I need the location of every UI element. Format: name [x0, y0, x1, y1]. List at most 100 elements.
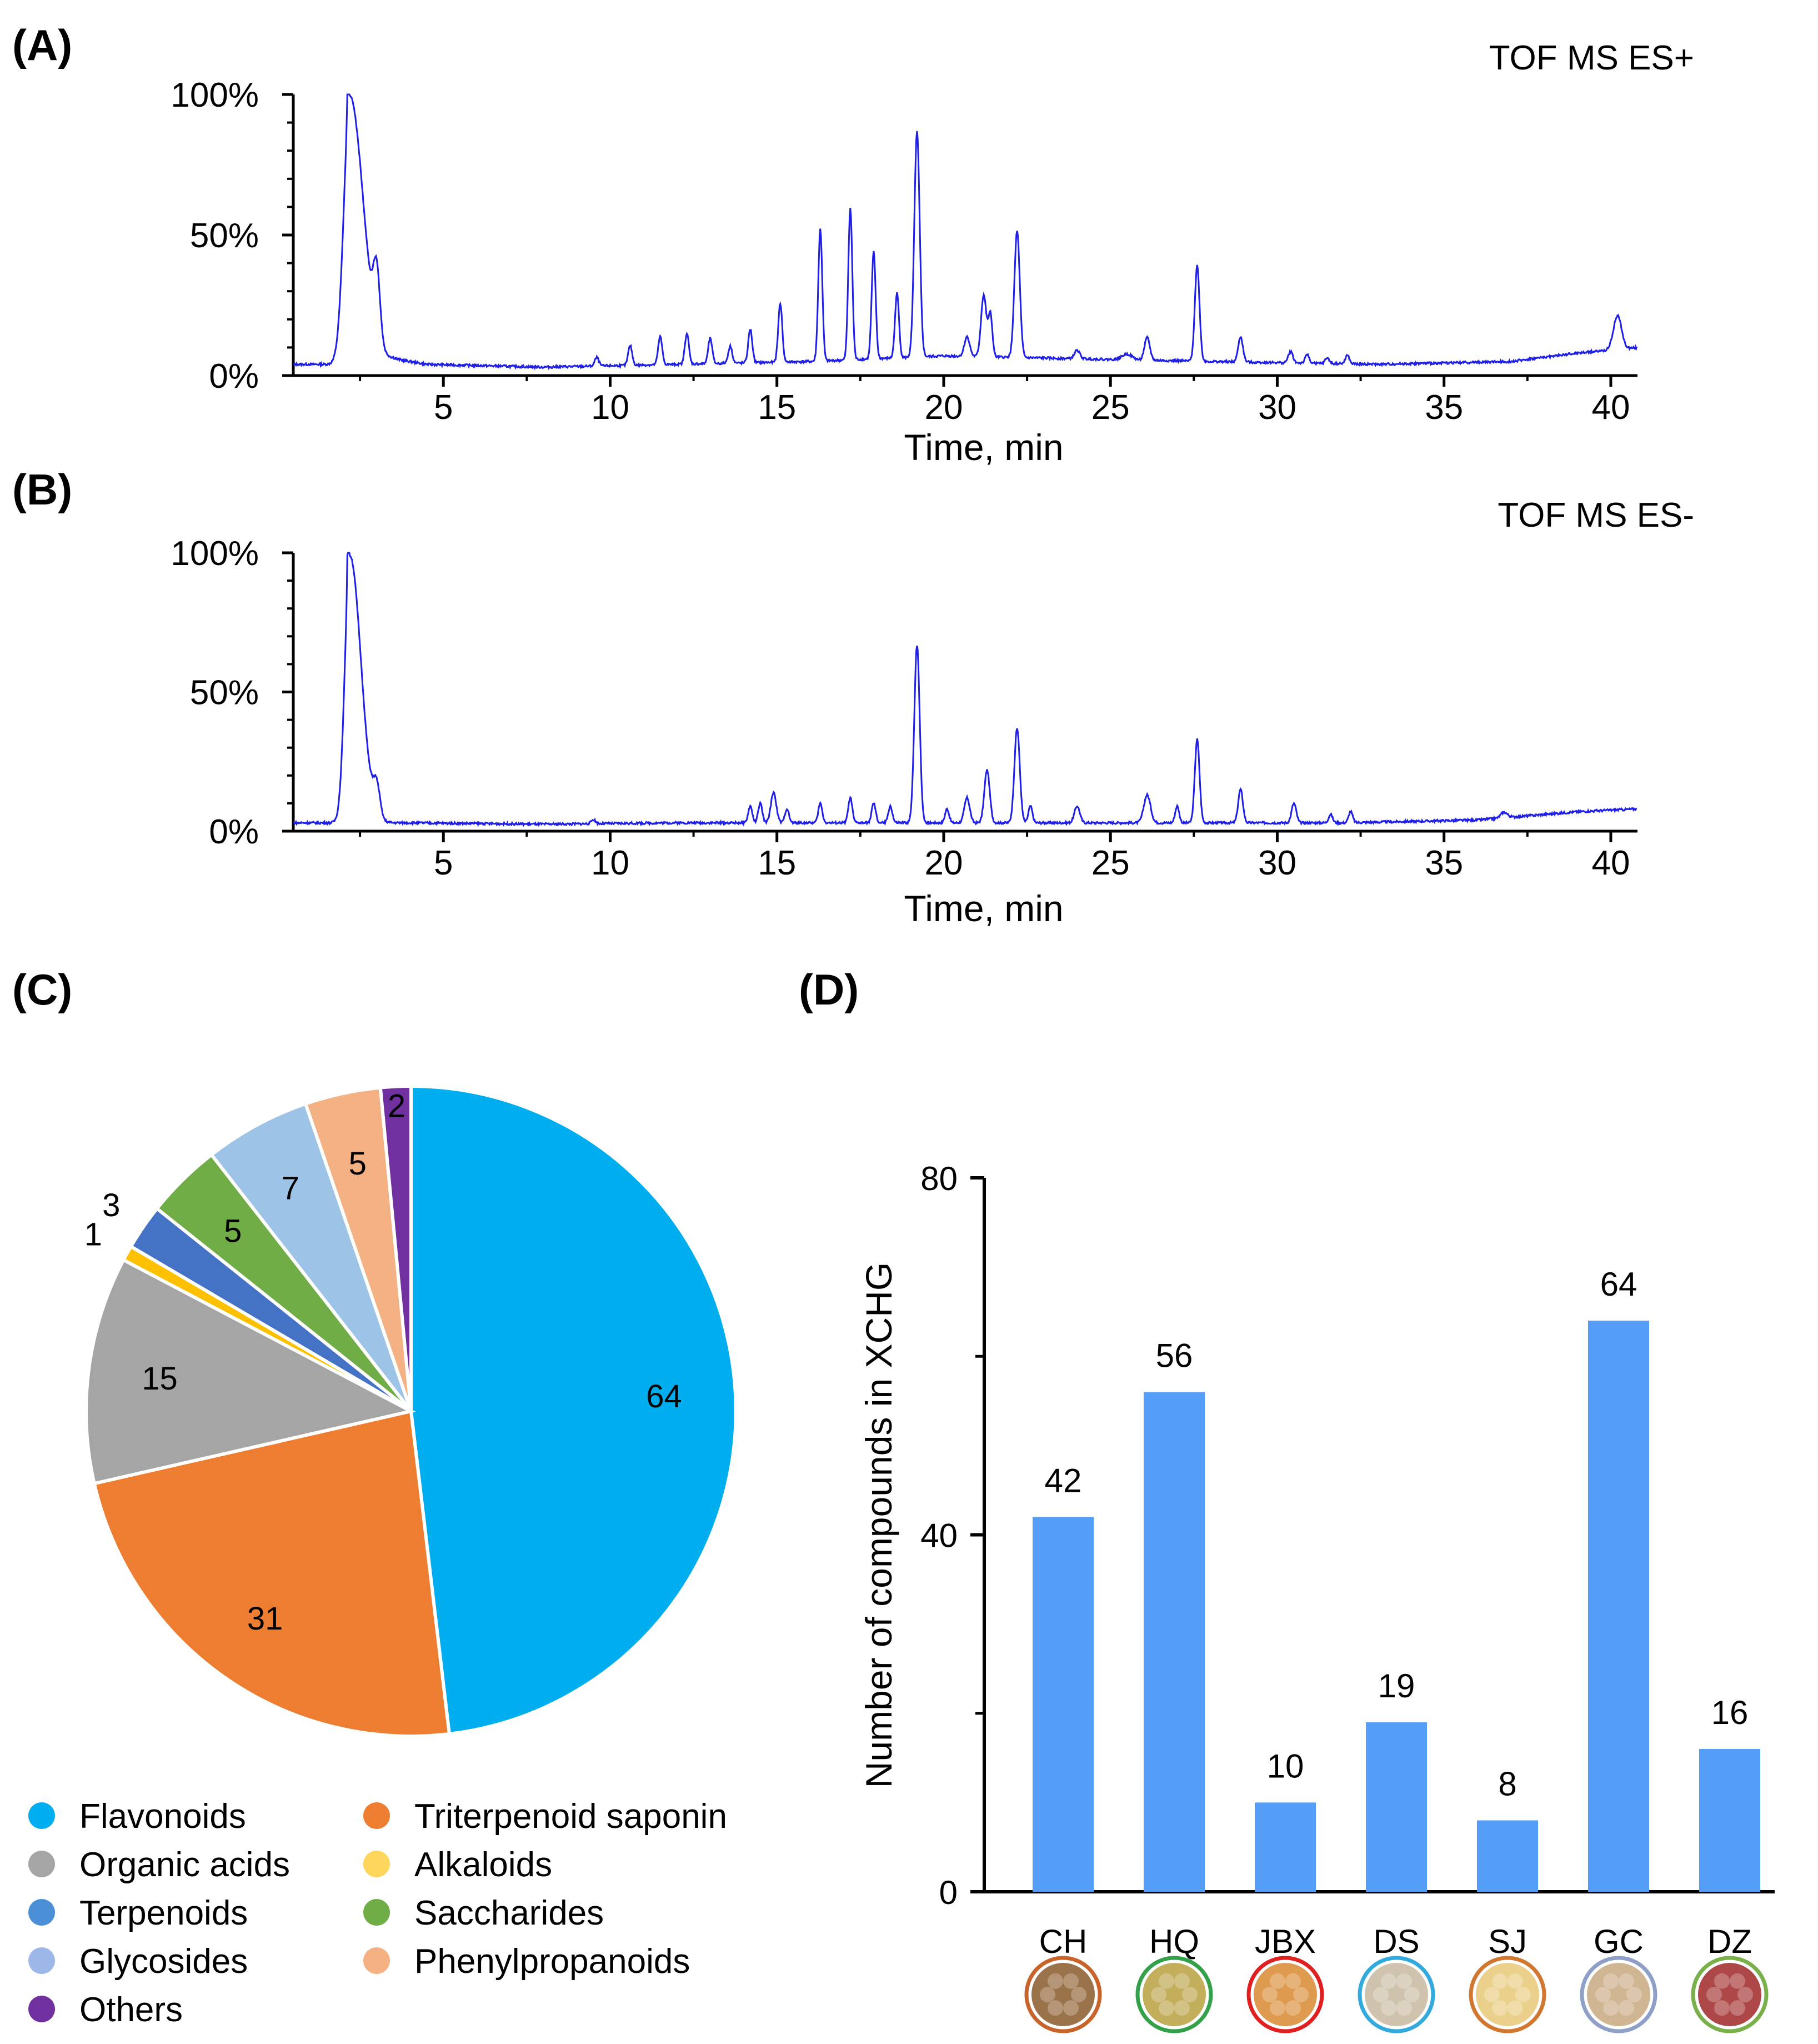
- legend-label: Triterpenoid saponin: [414, 1797, 727, 1836]
- herb-icon-texture: [1381, 1973, 1396, 1989]
- SJ-herb-icon: [1469, 1956, 1546, 2033]
- pie-slice: [84, 1257, 416, 1486]
- herb-icon-texture: [1404, 1987, 1420, 2002]
- x-tick-label: 20: [924, 388, 963, 427]
- herb-icon-texture: [1396, 1973, 1412, 1989]
- bar-category-label: HQ: [1149, 1923, 1199, 1960]
- panel-label-d: (D): [799, 965, 859, 1014]
- herb-icon-texture: [1159, 1973, 1174, 1989]
- legend-label: Terpenoids: [79, 1894, 248, 1932]
- legend-swatch: [28, 1802, 55, 1829]
- x-tick-label: 15: [758, 844, 796, 882]
- y-tick-label: 50%: [190, 674, 259, 712]
- bar: [1144, 1392, 1205, 1892]
- GC-herb-icon: [1580, 1956, 1657, 2033]
- herb-icon-texture: [1048, 2000, 1063, 2016]
- bar-value-label: 19: [1378, 1667, 1415, 1705]
- herb-icon-photo: [1254, 1963, 1317, 2026]
- y-tick-label: 100%: [171, 76, 259, 114]
- bar-chart-bars: 42 CH 56 HQ 10 JBX 19 DS 8 SJ 64 GC 16 DZ: [1024, 1266, 1769, 2033]
- y-tick-label: 40: [920, 1517, 958, 1555]
- chromatogram-b-x-label: Time, min: [904, 888, 1063, 929]
- y-tick-label: 50%: [190, 217, 259, 255]
- bar-value-label: 16: [1711, 1694, 1749, 1731]
- pie-slice: [378, 1084, 413, 1412]
- DS-herb-icon: [1358, 1956, 1435, 2033]
- legend-label: Alkaloids: [414, 1846, 552, 1884]
- herb-icon-texture: [1492, 1973, 1508, 1989]
- chromatogram-a-x-label: Time, min: [904, 427, 1063, 468]
- legend-label: Saccharides: [414, 1894, 604, 1932]
- chromatogram-a: 5 10 15 20 25 30 35 40 0% 50% 100% Time, min: [171, 76, 1638, 468]
- herb-icon-texture: [1174, 2000, 1190, 2016]
- x-tick-label: 5: [434, 844, 453, 882]
- herb-icon-texture: [1262, 1987, 1278, 2002]
- bar-category-label: CH: [1039, 1923, 1088, 1960]
- bar-category-label: JBX: [1255, 1923, 1316, 1960]
- x-tick-label: 30: [1258, 844, 1296, 882]
- JBX-herb-icon: [1246, 1956, 1324, 2033]
- legend-label: Glycosides: [79, 1942, 248, 1981]
- pie-value-label: 1: [84, 1217, 102, 1253]
- herb-icon-photo: [1143, 1963, 1206, 2026]
- x-tick-label: 20: [924, 844, 963, 882]
- x-tick-label: 30: [1258, 388, 1296, 427]
- pie-value-label: 15: [142, 1361, 178, 1397]
- chromatogram-a-y-ticks: 0% 50% 100%: [171, 76, 293, 396]
- herb-icon-texture: [1737, 1987, 1753, 2002]
- DZ-herb-icon: [1691, 1956, 1769, 2033]
- herb-icon-texture: [1151, 1987, 1166, 2002]
- pie-value-label: 5: [349, 1146, 367, 1182]
- herb-icon-texture: [1040, 1987, 1055, 2002]
- herb-icon-texture: [1270, 1973, 1285, 1989]
- x-tick-label: 10: [591, 388, 629, 427]
- pie-legend: Flavonoids Triterpenoid saponin Organic ac…: [28, 1797, 727, 2029]
- bar-value-label: 64: [1600, 1266, 1637, 1303]
- herb-icon-texture: [1714, 1973, 1730, 1989]
- legend-swatch: [28, 1947, 55, 1974]
- pie-slice: [92, 1409, 452, 1738]
- bar-value-label: 42: [1045, 1462, 1082, 1499]
- bar-chart: 42 CH 56 HQ 10 JBX 19 DS 8 SJ 64 GC 16 DZ 0 40 80 Numbe…: [858, 1160, 1775, 2033]
- herb-icon-texture: [1492, 2000, 1508, 2016]
- herb-icon-photo: [1476, 1963, 1539, 2026]
- bar: [1033, 1517, 1094, 1892]
- panel-label-c: (C): [12, 965, 72, 1014]
- bar-chart-y-label: Number of compounds in XCHG: [858, 1262, 899, 1788]
- herb-icon-texture: [1706, 1987, 1722, 2002]
- herb-icon-texture: [1159, 2000, 1174, 2016]
- herb-icon-texture: [1508, 2000, 1523, 2016]
- herb-icon-texture: [1714, 2000, 1730, 2016]
- legend-label: Organic acids: [79, 1846, 290, 1884]
- legend-swatch: [363, 1851, 390, 1877]
- bar-category-label: DZ: [1707, 1923, 1752, 1960]
- herb-icon-texture: [1063, 1973, 1079, 1989]
- herb-icon-texture: [1285, 2000, 1301, 2016]
- herb-icon-texture: [1595, 1987, 1611, 2002]
- herb-icon-photo: [1031, 1963, 1095, 2026]
- herb-icon-texture: [1048, 1973, 1063, 1989]
- x-tick-label: 10: [591, 844, 629, 882]
- chromatogram-b: 5 10 15 20 25 30 35 40 0% 50% 100% Time, min: [171, 534, 1637, 929]
- legend-swatch: [28, 1899, 55, 1926]
- pie-value-label: 5: [224, 1213, 242, 1249]
- herb-icon-texture: [1063, 2000, 1079, 2016]
- herb-icon-texture: [1381, 2000, 1396, 2016]
- x-tick-label: 25: [1091, 388, 1130, 427]
- bar: [1477, 1820, 1538, 1892]
- x-tick-label: 35: [1425, 844, 1463, 882]
- herb-icon-texture: [1285, 1973, 1301, 1989]
- bar: [1588, 1321, 1649, 1892]
- herb-icon-texture: [1071, 1987, 1086, 2002]
- bar-value-label: 8: [1498, 1766, 1516, 1803]
- herb-icon-photo: [1587, 1963, 1650, 2026]
- bar-chart-y-ticks: 0 40 80: [920, 1160, 984, 1911]
- chromatogram-b-y-ticks: 0% 50% 100%: [171, 534, 293, 851]
- legend-swatch: [28, 1996, 55, 2022]
- pie-value-label: 2: [388, 1088, 405, 1125]
- y-tick-label: 80: [920, 1160, 958, 1197]
- legend-label: Flavonoids: [79, 1797, 246, 1836]
- herb-icon-texture: [1626, 1987, 1642, 2002]
- herb-icon-photo: [1365, 1963, 1428, 2026]
- legend-swatch: [363, 1802, 390, 1829]
